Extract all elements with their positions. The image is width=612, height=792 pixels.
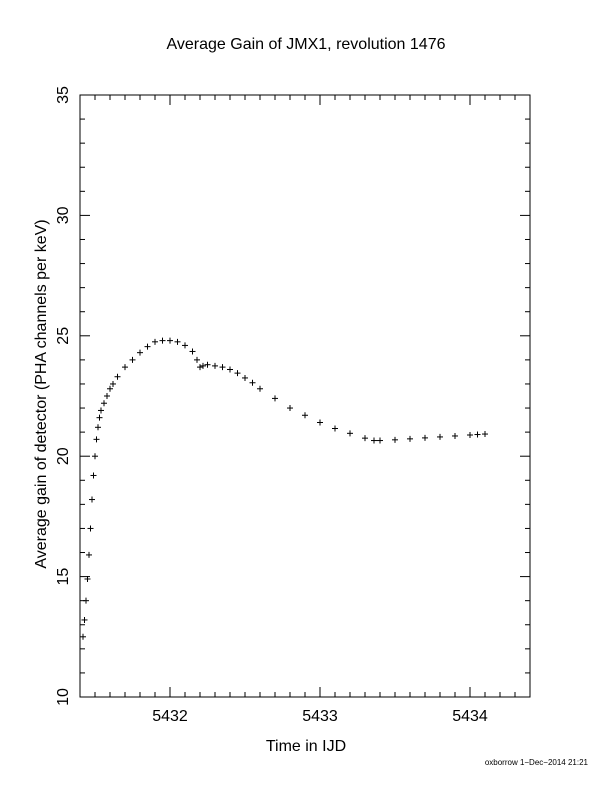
data-point xyxy=(392,436,398,443)
data-point xyxy=(152,338,158,345)
data-point xyxy=(332,425,338,432)
data-point xyxy=(101,400,107,407)
plot-frame xyxy=(79,94,531,698)
data-point xyxy=(302,412,308,419)
y-tick-label: 25 xyxy=(55,327,72,345)
data-point xyxy=(371,437,377,444)
data-point xyxy=(227,366,233,373)
data-point xyxy=(137,349,143,356)
data-point xyxy=(377,437,383,444)
data-point xyxy=(110,380,116,387)
data-point xyxy=(93,436,100,443)
data-point xyxy=(257,385,263,392)
data-point xyxy=(87,525,94,532)
x-axis-label: Time in IJD xyxy=(265,738,347,755)
data-point xyxy=(200,362,206,369)
y-tick-label: 20 xyxy=(55,447,72,465)
data-point xyxy=(287,405,293,412)
data-point xyxy=(189,348,196,355)
data-point xyxy=(474,431,481,438)
data-point xyxy=(122,364,128,371)
data-point xyxy=(234,370,241,377)
data-point xyxy=(249,379,256,386)
data-point xyxy=(204,361,211,368)
data-point xyxy=(107,385,113,392)
data-point xyxy=(482,431,488,438)
data-point xyxy=(90,472,97,479)
data-point xyxy=(95,424,101,431)
data-point xyxy=(219,364,226,371)
y-tick-label: 15 xyxy=(55,568,72,586)
data-point xyxy=(194,356,200,363)
data-point xyxy=(159,337,166,344)
data-point xyxy=(81,616,88,623)
data-point xyxy=(437,433,443,440)
data-point xyxy=(89,496,95,503)
data-point xyxy=(407,435,413,442)
data-point xyxy=(114,373,121,380)
y-tick-label: 10 xyxy=(55,688,72,706)
data-point xyxy=(98,407,104,414)
data-point xyxy=(96,414,103,421)
data-point xyxy=(212,362,218,369)
data-point xyxy=(167,337,173,344)
data-point xyxy=(242,374,248,381)
chart-title: Average Gain of JMX1, revolution 1476 xyxy=(166,36,446,53)
data-point xyxy=(83,597,89,604)
data-point xyxy=(182,342,188,349)
data-point xyxy=(86,551,92,558)
data-point xyxy=(422,434,428,441)
x-tick-label: 5434 xyxy=(452,708,488,725)
data-point xyxy=(467,432,473,439)
data-point xyxy=(144,343,151,350)
footer-credit: oxborrow 1−Dec−2014 21:21 xyxy=(484,758,588,767)
data-point xyxy=(80,633,86,640)
data-point xyxy=(84,576,91,583)
y-tick-label: 30 xyxy=(55,206,72,224)
data-point xyxy=(104,393,110,399)
data-point xyxy=(272,395,278,402)
x-tick-label: 5433 xyxy=(302,708,338,725)
data-point xyxy=(347,430,353,437)
data-point xyxy=(317,419,323,426)
y-tick-label: 35 xyxy=(55,86,72,104)
data-point xyxy=(92,453,98,460)
data-point xyxy=(362,435,368,442)
x-tick-label: 5432 xyxy=(152,708,188,725)
data-point xyxy=(197,364,203,371)
data-point xyxy=(452,432,458,439)
data-point xyxy=(174,338,181,345)
data-point xyxy=(129,356,136,363)
